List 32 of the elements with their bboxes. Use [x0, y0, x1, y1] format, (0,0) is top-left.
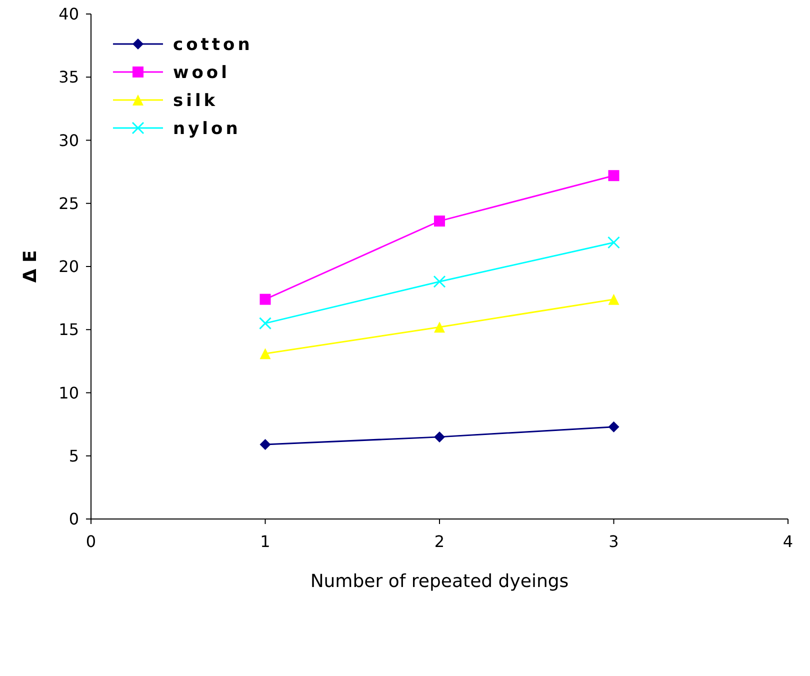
point: [434, 431, 445, 442]
legend-label: nylon: [173, 118, 241, 139]
point: [608, 170, 620, 182]
y-tick-label: 20: [58, 257, 79, 276]
point: [260, 294, 271, 305]
x-tick-label: 3: [608, 532, 619, 551]
x-tick-label: 2: [434, 532, 445, 551]
point: [433, 275, 446, 288]
y-tick-label: 15: [58, 320, 79, 340]
legend-label: cotton: [173, 34, 253, 55]
point: [608, 421, 620, 432]
legend-label: silk: [173, 90, 218, 111]
y-tick-label: 40: [58, 4, 79, 24]
point: [260, 348, 271, 360]
y-tick-label: 30: [58, 130, 79, 150]
point: [260, 439, 271, 450]
y-tick-label: 10: [58, 383, 79, 402]
y-tick-label: 35: [58, 68, 79, 87]
y-tick-label: 0: [68, 510, 79, 529]
point: [608, 294, 620, 305]
point: [434, 216, 445, 227]
x-axis-title: Number of repeated dyeings: [310, 571, 569, 592]
y-axis-title: Δ E: [20, 250, 41, 283]
x-tick-label: 0: [86, 532, 96, 551]
y-tick-label: 5: [68, 446, 79, 466]
y-tick-label: 25: [58, 194, 79, 213]
x-tick-label: 4: [782, 532, 794, 551]
point: [259, 317, 272, 330]
point: [434, 322, 445, 333]
x-tick-label: 1: [260, 532, 270, 551]
point: [608, 236, 620, 249]
legend-label: wool: [173, 62, 230, 83]
